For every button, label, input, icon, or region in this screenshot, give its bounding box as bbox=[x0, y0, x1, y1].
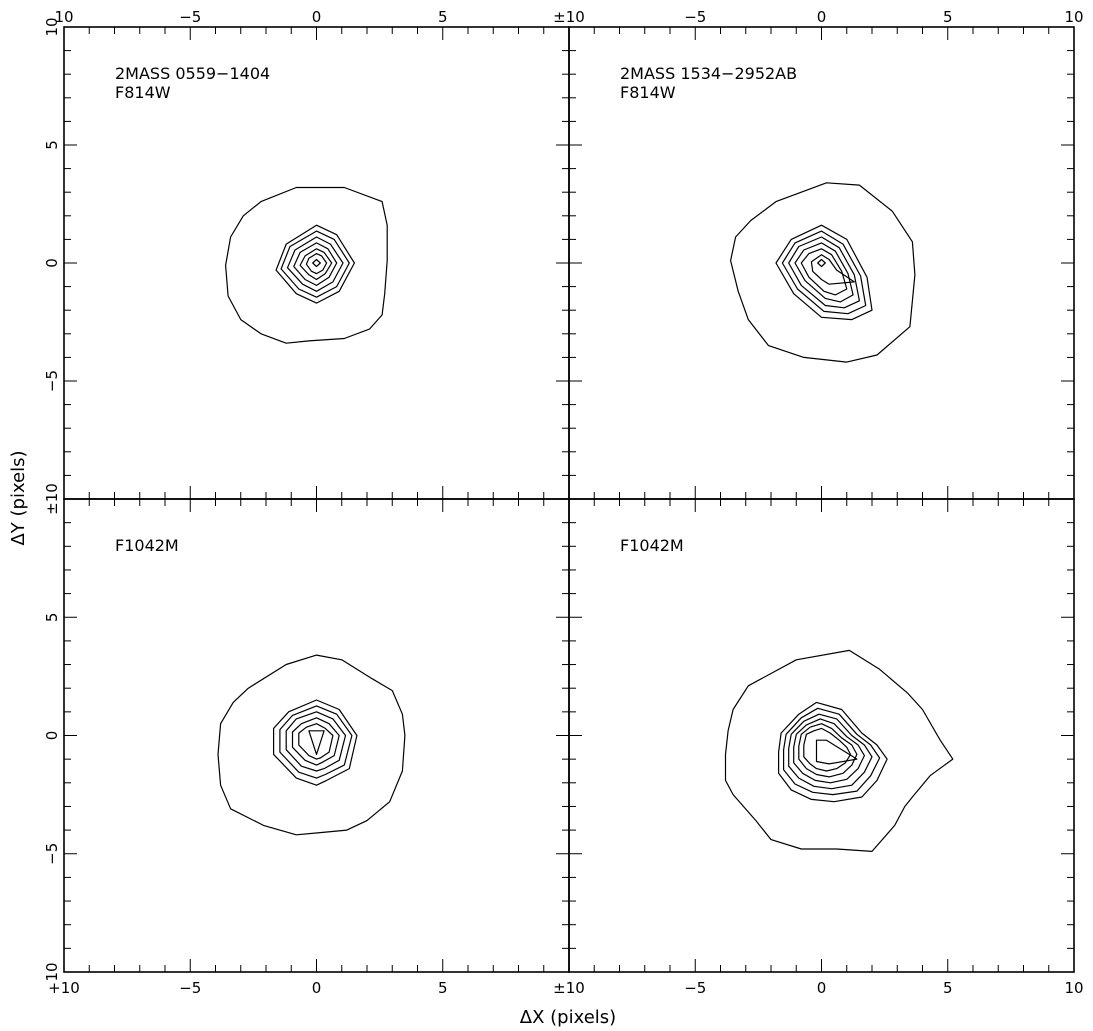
x-axis-label: ΔX (pixels) bbox=[520, 1007, 616, 1028]
contour-level-8 bbox=[312, 258, 321, 268]
contour-level-6 bbox=[299, 248, 333, 281]
x-tick-label: 0 bbox=[817, 8, 827, 26]
contour-level-1 bbox=[217, 654, 406, 836]
x-tick-label: ±10 bbox=[553, 8, 585, 26]
panel-frame-bottom-left bbox=[63, 498, 570, 973]
panel-label: 2MASS 1534−2952AB bbox=[620, 64, 797, 83]
contour-level-4 bbox=[788, 713, 873, 790]
contour-level-3 bbox=[279, 705, 353, 779]
contour-level-6 bbox=[298, 723, 334, 760]
panel-frame-bottom-right bbox=[568, 498, 1075, 973]
panel-label: F814W bbox=[620, 83, 676, 102]
x-tick-label: 5 bbox=[943, 979, 953, 997]
x-tick-label: 5 bbox=[943, 8, 953, 26]
contour-level-7 bbox=[308, 730, 325, 756]
contour-level-5 bbox=[293, 242, 338, 286]
y-tick-label: 5 bbox=[43, 613, 61, 623]
y-tick-label: 10 bbox=[43, 962, 61, 981]
x-tick-label: 0 bbox=[312, 979, 322, 997]
contour-level-5 bbox=[793, 718, 866, 784]
contour-level-4 bbox=[286, 236, 344, 292]
x-tick-label: 5 bbox=[438, 979, 448, 997]
x-tick-label: 5 bbox=[438, 8, 448, 26]
contour-level-1 bbox=[729, 182, 916, 363]
contour-level-3 bbox=[782, 707, 881, 796]
contour-level-7 bbox=[803, 727, 852, 772]
panel-label: F1042M bbox=[620, 536, 684, 555]
contour-level-1 bbox=[724, 649, 954, 853]
contour-level-5 bbox=[794, 242, 854, 303]
x-tick-label: ±10 bbox=[553, 979, 585, 997]
x-tick-label: 0 bbox=[312, 8, 322, 26]
x-tick-label: −5 bbox=[684, 979, 706, 997]
contour-level-8 bbox=[815, 739, 858, 765]
x-tick-label: 10 bbox=[1064, 8, 1083, 26]
axis-ticks bbox=[63, 26, 1075, 973]
contour-level-2 bbox=[275, 224, 355, 304]
y-tick-label: 5 bbox=[43, 140, 61, 150]
contour-level-4 bbox=[788, 236, 861, 309]
x-tick-label: 10 bbox=[1064, 979, 1083, 997]
contour-level-1 bbox=[225, 186, 388, 344]
y-tick-label: 0 bbox=[43, 258, 61, 268]
x-tick-label: −5 bbox=[179, 8, 201, 26]
x-tick-label: −5 bbox=[179, 979, 201, 997]
contour-lines bbox=[217, 182, 954, 853]
contour-level-2 bbox=[273, 699, 358, 786]
x-tick-label: 0 bbox=[817, 979, 827, 997]
contour-level-3 bbox=[781, 230, 867, 315]
x-tick-label: 10 bbox=[54, 8, 73, 26]
y-tick-label: 10 bbox=[43, 17, 61, 36]
contour-level-3 bbox=[280, 230, 350, 298]
contour-level-4 bbox=[285, 711, 347, 772]
panel-label: F1042M bbox=[115, 536, 179, 555]
panel-label: F814W bbox=[115, 83, 171, 102]
contour-level-7 bbox=[305, 253, 328, 275]
contour-level-8 bbox=[817, 258, 826, 268]
y-axis-label: ΔY (pixels) bbox=[8, 450, 29, 545]
y-tick-label: −5 bbox=[43, 370, 61, 392]
contour-level-7 bbox=[810, 254, 855, 285]
contour-level-2 bbox=[775, 224, 873, 321]
y-tick-label: 0 bbox=[43, 731, 61, 741]
contour-level-5 bbox=[291, 717, 340, 766]
x-tick-label: +10 bbox=[48, 979, 80, 997]
x-tick-label: −5 bbox=[684, 8, 706, 26]
y-tick-label: ±10 bbox=[43, 483, 61, 515]
contour-level-2 bbox=[777, 701, 888, 803]
contour-level-6 bbox=[798, 723, 858, 778]
panel-label: 2MASS 0559−1404 bbox=[115, 64, 270, 83]
y-tick-label: −5 bbox=[43, 843, 61, 865]
contour-level-6 bbox=[800, 248, 848, 296]
